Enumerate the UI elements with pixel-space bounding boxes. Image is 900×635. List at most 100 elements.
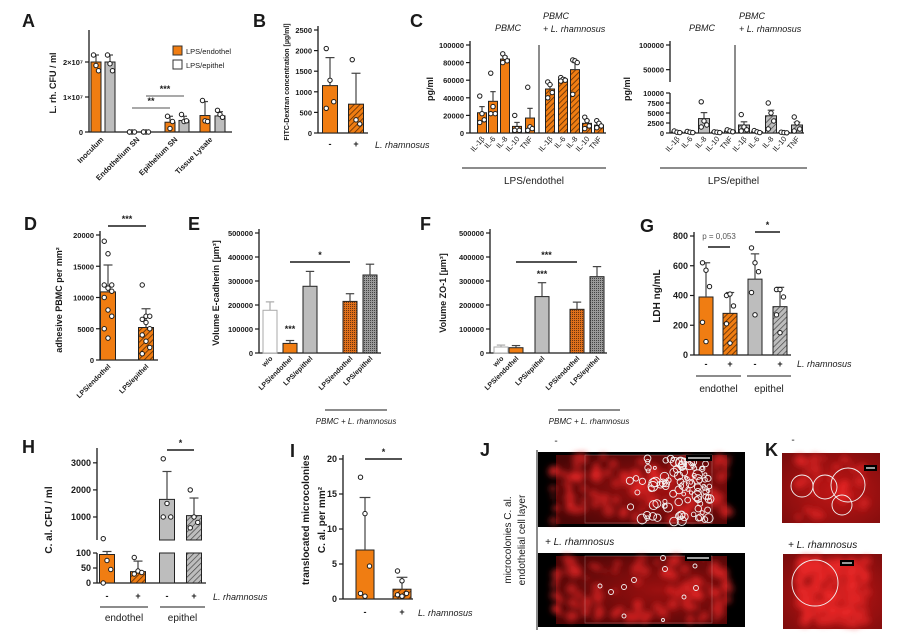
data-point <box>168 514 174 520</box>
data-point <box>105 285 111 291</box>
data-point <box>191 514 197 520</box>
data-point <box>558 78 564 84</box>
microcolony-marker <box>676 515 687 526</box>
y-tick-label: 2000 <box>71 485 91 495</box>
microcolony-marker <box>645 458 651 465</box>
data-point <box>327 77 333 83</box>
data-point <box>323 105 329 111</box>
y-tick-label: 2500 <box>295 26 312 35</box>
y-tick-label: 100000 <box>459 325 484 334</box>
microcolony-marker <box>684 496 692 504</box>
data-point <box>399 593 405 599</box>
microcolony-marker <box>669 489 678 498</box>
y-tick-label: 0 <box>683 350 688 360</box>
microcolony-marker <box>688 490 694 495</box>
data-point <box>504 58 510 64</box>
data-point <box>108 566 114 573</box>
y-axis-label: LDH ng/mL <box>652 269 663 322</box>
data-point <box>562 77 568 83</box>
x-tick-label: + <box>353 139 358 149</box>
panel-j-ylabel: endothelial cell layer <box>517 494 528 585</box>
data-point <box>349 56 355 63</box>
bar <box>558 78 568 134</box>
chart-panel-c: 020000400006000080000100000pg/mlIL-1βIL-… <box>425 11 606 187</box>
panel-label-c: C <box>410 11 423 31</box>
microscopy-image-j-control <box>538 451 745 527</box>
data-point <box>399 578 405 584</box>
data-point <box>479 110 485 117</box>
panel-label-f: F <box>420 214 431 234</box>
data-point <box>109 288 115 294</box>
data-point <box>323 45 329 52</box>
data-point <box>477 93 483 99</box>
data-point <box>545 95 551 101</box>
bar <box>500 58 510 134</box>
y-tick-label: 100 <box>76 548 91 558</box>
data-point <box>582 125 588 132</box>
data-point <box>698 124 704 130</box>
microcolony-marker <box>705 494 712 501</box>
microcolony-marker <box>652 499 662 509</box>
microcolony-marker <box>661 502 668 509</box>
category-label: Inoculum <box>75 135 105 165</box>
y-tick-label: 1×10⁷ <box>63 93 83 102</box>
y-tick-label: 7500 <box>647 99 664 108</box>
panel-label-d: D <box>24 214 37 234</box>
data-point <box>570 91 576 97</box>
data-point <box>703 267 709 273</box>
y-tick-label: 300000 <box>459 277 484 286</box>
microcolony-marker <box>707 497 713 503</box>
y-tick-label: 1000 <box>295 88 312 97</box>
data-point <box>512 127 518 134</box>
microcolony-marker <box>669 467 679 477</box>
data-point <box>105 251 111 257</box>
microcolony-marker <box>706 488 711 494</box>
data-point <box>723 321 730 327</box>
y-tick-label: 10000 <box>73 294 94 303</box>
data-point <box>147 344 153 351</box>
microcolony-marker <box>631 577 637 583</box>
microcolony-marker <box>653 513 662 522</box>
data-point <box>105 307 111 313</box>
data-point <box>104 52 111 58</box>
y-tick-label: 5 <box>332 559 337 569</box>
panel-label-b: B <box>253 11 266 31</box>
data-point <box>131 554 137 561</box>
bar <box>186 552 202 584</box>
bar <box>570 69 580 134</box>
y-tick-label: 100000 <box>639 41 664 50</box>
data-point <box>730 129 736 135</box>
data-point <box>100 580 106 586</box>
y-axis-label: pg/ml <box>425 77 435 101</box>
bar <box>589 276 605 354</box>
microcolony-marker <box>662 566 668 572</box>
microcolony-marker <box>691 465 698 471</box>
data-point <box>738 128 744 134</box>
data-point <box>101 326 107 332</box>
panel-j-ylabel: microcolonies C. al. <box>503 496 514 583</box>
data-point <box>357 590 364 597</box>
y-tick-label: 40000 <box>443 94 464 103</box>
y-axis-label: adhesive PBMC per mm² <box>54 247 64 353</box>
panel-label-h: H <box>22 437 35 457</box>
data-point <box>394 568 401 574</box>
data-point <box>730 303 737 309</box>
panel-j-control-label: - <box>554 436 557 447</box>
data-point <box>164 113 171 119</box>
microcolony-marker <box>704 506 711 514</box>
y-tick-label: 1500 <box>295 67 312 76</box>
microcolony-marker <box>701 485 708 491</box>
x-axis-label: L. rhamnosus <box>375 140 430 150</box>
data-point <box>594 125 600 131</box>
data-point <box>794 120 800 126</box>
data-point <box>183 118 190 124</box>
y-tick-label: 1000 <box>71 512 91 522</box>
y-tick-label: 10000 <box>643 89 664 98</box>
y-tick-label: 0 <box>79 128 83 137</box>
x-tick-label: TNF <box>518 134 535 151</box>
y-tick-label: 800 <box>673 231 688 241</box>
data-point <box>101 294 107 301</box>
data-point <box>699 260 706 266</box>
microcolony-marker <box>685 478 696 489</box>
